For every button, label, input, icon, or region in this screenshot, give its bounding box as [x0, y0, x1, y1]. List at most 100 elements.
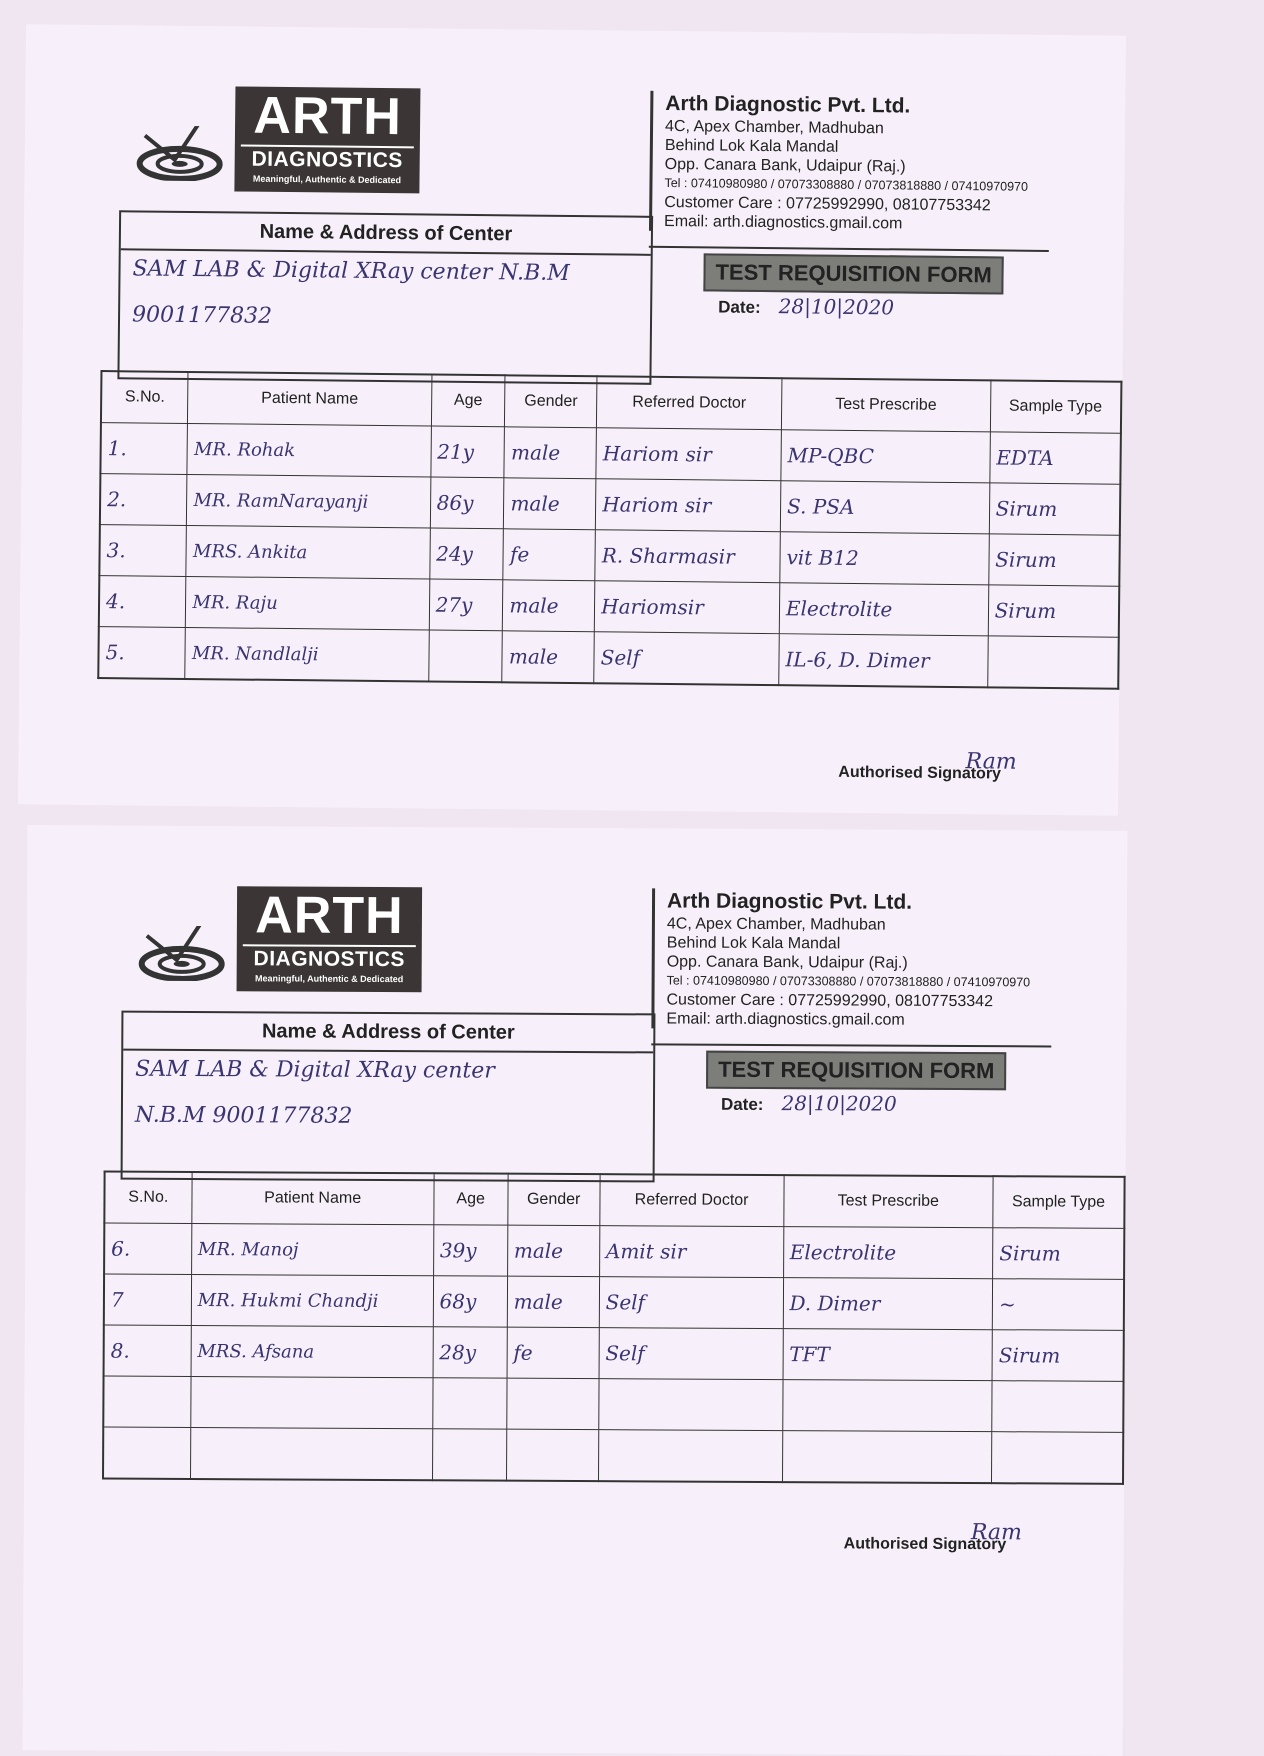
table-row: 7 MR. Hukmi Chandji 68y male Self D. Dimer ~ [103, 1274, 1125, 1331]
cell-gender: male [504, 426, 597, 479]
cell-referred-doctor: Self [598, 1327, 783, 1380]
cell-patient-name: MR. Manoj [191, 1223, 434, 1276]
address-line: Behind Lok Kala Mandal [666, 934, 841, 953]
signature: Ram [965, 749, 1017, 775]
cell-patient-name: MR. Rohak [187, 423, 432, 478]
cell-gender: male [507, 1276, 600, 1328]
cell-serial: 1. [100, 422, 188, 475]
cell-age [428, 630, 503, 683]
authorised-signatory: Authorised Signatory Ram [838, 749, 1017, 785]
email: Email: arth.diagnostics.gmail.com [663, 212, 903, 233]
cell-serial: 5. [98, 626, 186, 679]
cell-serial: 6. [104, 1223, 192, 1275]
cell-gender [506, 1429, 599, 1482]
cell-test-prescribe: S. PSA [780, 480, 990, 534]
company-name: Arth Diagnostic Pvt. Ltd. [666, 889, 913, 914]
cell-serial: 8. [103, 1325, 192, 1377]
cell-serial [103, 1427, 191, 1479]
cell-sample-type: Sirum [992, 1227, 1125, 1280]
column-header-sample-type: Sample Type [990, 380, 1122, 434]
table-row: 6. MR. Manoj 39y male Amit sir Electrolite Sir… [104, 1223, 1125, 1280]
cell-age [432, 1428, 507, 1481]
cell-patient-name: MRS. Ankita [186, 525, 430, 580]
cell-age: 24y [429, 528, 504, 580]
cell-test-prescribe: IL-6, D. Dimer [778, 633, 988, 688]
cell-gender [506, 1378, 599, 1430]
table-row: 5. MR. Nandlalji male Self IL-6, D. Dimer [98, 626, 1119, 689]
cell-sample-type: Sirum [988, 533, 1120, 587]
form-title: TEST REQUISITION FORM [703, 253, 1004, 295]
cell-patient-name: MR. Hukmi Chandji [191, 1274, 434, 1327]
column-header-age: Age [433, 1173, 508, 1226]
column-header-serial: S.No. [100, 371, 189, 424]
cell-test-prescribe: MP-QBC [780, 429, 991, 483]
center-box: Name & Address of Center SAM LAB & Digit… [117, 210, 654, 385]
form-title: TEST REQUISITION FORM [706, 1050, 1007, 1091]
column-header-gender: Gender [507, 1173, 600, 1226]
cell-gender: fe [503, 528, 596, 581]
cell-test-prescribe [782, 1379, 993, 1432]
target-check-logo-icon [136, 125, 226, 182]
column-header-sample-type: Sample Type [992, 1176, 1125, 1229]
address-line: Opp. Canara Bank, Udaipur (Raj.) [666, 953, 908, 972]
cell-referred-doctor: Self [599, 1276, 784, 1329]
cell-patient-name: MR. RamNarayanji [186, 474, 431, 529]
table-header: S.No. Patient Name Age Gender Referred Docto… [104, 1171, 1125, 1229]
column-header-age: Age [431, 374, 506, 427]
logo-wordmark: ARTH DIAGNOSTICS Meaningful, Authentic &… [234, 86, 421, 194]
date-label: Date: [718, 297, 761, 317]
cell-referred-doctor: Self [593, 631, 780, 686]
center-title: Name & Address of Center [123, 1012, 654, 1054]
cell-serial [103, 1376, 191, 1428]
cell-serial: 3. [99, 524, 187, 577]
cell-sample-type [991, 1380, 1124, 1433]
center-name: SAM LAB & Digital XRay center N.B.M [132, 256, 570, 286]
center-box: Name & Address of Center SAM LAB & Digit… [120, 1010, 656, 1183]
column-header-patient-name: Patient Name [187, 371, 432, 427]
target-check-logo-icon [138, 925, 227, 982]
cell-referred-doctor: Hariomsir [594, 580, 780, 634]
center-name: SAM LAB & Digital XRay center [135, 1056, 495, 1084]
address-line: 4C, Apex Chamber, Madhuban [666, 915, 886, 934]
cell-age: 21y [430, 426, 505, 478]
cell-sample-type [987, 635, 1119, 689]
center-title: Name & Address of Center [120, 212, 652, 256]
logo-wordmark: ARTH DIAGNOSTICS Meaningful, Authentic &… [236, 886, 423, 993]
cell-referred-doctor [598, 1378, 783, 1431]
column-header-referred-doctor: Referred Doctor [596, 376, 782, 430]
table-row [103, 1376, 1124, 1433]
telephone: Tel : 07410980980 / 07073308880 / 070738… [666, 973, 1031, 990]
cell-sample-type: Sirum [992, 1329, 1124, 1382]
cell-age [432, 1377, 507, 1430]
requisition-form-1: ARTH DIAGNOSTICS Meaningful, Authentic &… [17, 24, 1127, 816]
patient-table: S.No. Patient Name Age Gender Referred Docto… [97, 370, 1123, 690]
cell-gender: fe [506, 1327, 600, 1379]
cell-referred-doctor: Amit sir [599, 1225, 784, 1278]
cell-age: 68y [432, 1275, 508, 1328]
cell-age: 27y [428, 579, 504, 631]
column-header-gender: Gender [504, 375, 598, 428]
cell-test-prescribe: TFT [782, 1328, 993, 1381]
cell-referred-doctor: R. Sharmasir [595, 529, 781, 583]
cell-test-prescribe: Electrolite [779, 582, 989, 636]
cell-referred-doctor: Hariom sir [595, 478, 781, 532]
cell-serial: 7 [103, 1274, 192, 1326]
table-row: 8. MRS. Afsana 28y fe Self TFT Sirum [103, 1325, 1124, 1382]
customer-care: Customer Care : 07725992990, 08107753342 [666, 991, 994, 1011]
date-value: 28|10|2020 [781, 1091, 897, 1116]
cell-sample-type: EDTA [989, 431, 1121, 485]
cell-patient-name: MRS. Afsana [190, 1325, 433, 1378]
cell-test-prescribe: D. Dimer [782, 1277, 993, 1330]
cell-age: 39y [433, 1224, 508, 1277]
cell-gender: male [502, 579, 596, 632]
arth-logo: ARTH DIAGNOSTICS Meaningful, Authentic &… [137, 886, 438, 998]
cell-gender: male [503, 477, 597, 530]
column-header-test-prescribe: Test Prescribe [783, 1175, 994, 1228]
date-value: 28|10|2020 [778, 294, 895, 320]
cell-sample-type: Sirum [987, 584, 1120, 638]
requisition-form-2: ARTH DIAGNOSTICS Meaningful, Authentic &… [22, 825, 1128, 1756]
column-header-referred-doctor: Referred Doctor [599, 1174, 784, 1227]
date-field: Date: 28|10|2020 [718, 294, 895, 320]
cell-gender: male [502, 630, 595, 684]
signature: Ram [970, 1520, 1022, 1546]
